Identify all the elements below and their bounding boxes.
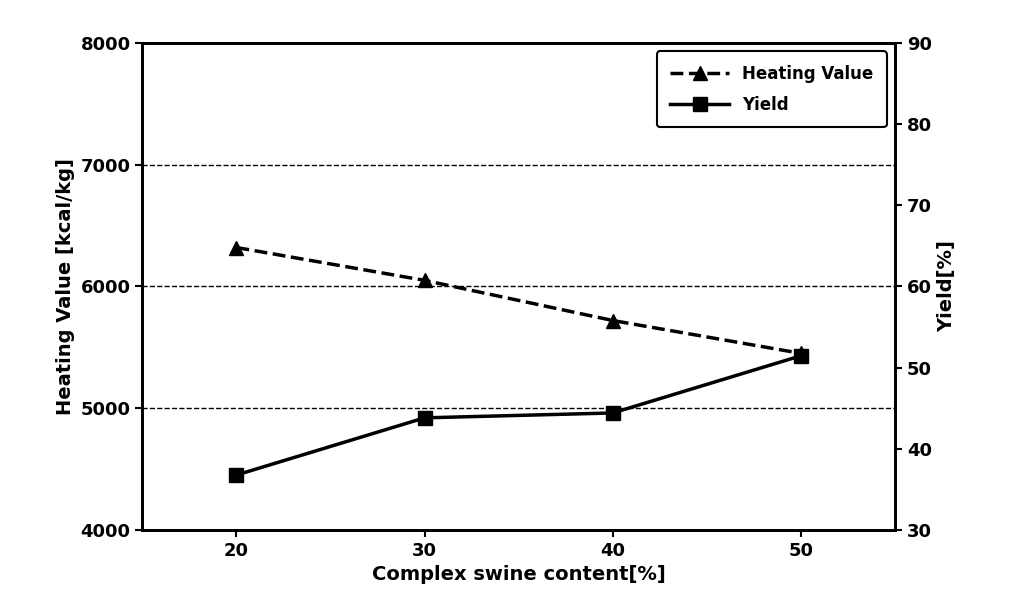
Line: Yield: Yield	[230, 349, 807, 482]
Yield	[795, 352, 807, 360]
Heating Value	[795, 350, 807, 357]
Legend: Heating Value, Yield: Heating Value, Yield	[657, 52, 887, 128]
Heating Value	[607, 317, 619, 324]
Heating Value	[231, 244, 243, 251]
X-axis label: Complex swine content[%]: Complex swine content[%]	[372, 565, 665, 584]
Y-axis label: Heating Value [kcal/kg]: Heating Value [kcal/kg]	[56, 158, 75, 415]
Heating Value	[419, 277, 431, 284]
Y-axis label: Yield[%]: Yield[%]	[938, 240, 956, 333]
Line: Heating Value: Heating Value	[230, 241, 807, 360]
Yield	[419, 414, 431, 421]
Yield	[607, 409, 619, 416]
Yield	[231, 471, 243, 479]
